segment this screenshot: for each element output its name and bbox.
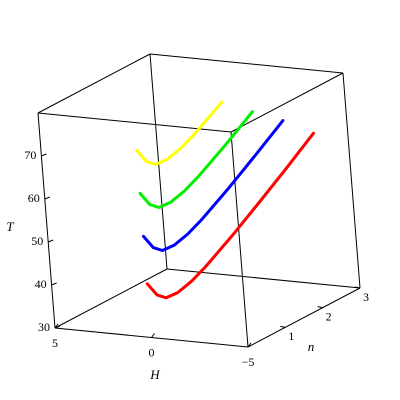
- y-tick: [317, 306, 323, 309]
- x-tick-label: 5: [52, 336, 58, 350]
- z-tick: [48, 239, 54, 243]
- z-tick-label: 70: [24, 148, 36, 162]
- box-edge: [230, 72, 344, 133]
- curve: [142, 119, 285, 252]
- z-tick-label: 30: [38, 320, 50, 334]
- y-tick-label: 2: [326, 309, 332, 323]
- z-tick: [51, 282, 57, 286]
- box-edge: [149, 53, 344, 74]
- y-tick: [354, 286, 361, 289]
- curve: [138, 110, 254, 209]
- y-tick-label: 3: [363, 290, 369, 304]
- x-axis-title: H: [149, 367, 160, 382]
- box-edge: [54, 268, 168, 329]
- z-tick-label: 50: [31, 234, 43, 248]
- z-tick-label: 60: [28, 191, 40, 205]
- box-edge: [149, 53, 168, 270]
- curve: [135, 100, 224, 166]
- box-edge: [37, 112, 56, 329]
- box-edge: [230, 131, 249, 348]
- x-tick: [247, 342, 252, 348]
- curve: [145, 131, 315, 300]
- y-tick: [280, 325, 286, 328]
- x-tick: [151, 333, 155, 338]
- x-tick-label: −5: [242, 355, 255, 369]
- z-tick: [41, 153, 47, 157]
- box-edge: [37, 112, 232, 133]
- z-tick-label: 40: [35, 277, 47, 291]
- z-tick: [54, 325, 61, 329]
- z-tick: [44, 196, 50, 200]
- box-edge: [247, 287, 361, 348]
- y-tick-label: 1: [288, 329, 294, 343]
- z-axis-title: T: [6, 219, 14, 234]
- y-axis-title: n: [308, 339, 315, 354]
- x-tick-label: 0: [149, 345, 155, 359]
- box-edge: [37, 53, 151, 114]
- box-edge: [342, 72, 361, 289]
